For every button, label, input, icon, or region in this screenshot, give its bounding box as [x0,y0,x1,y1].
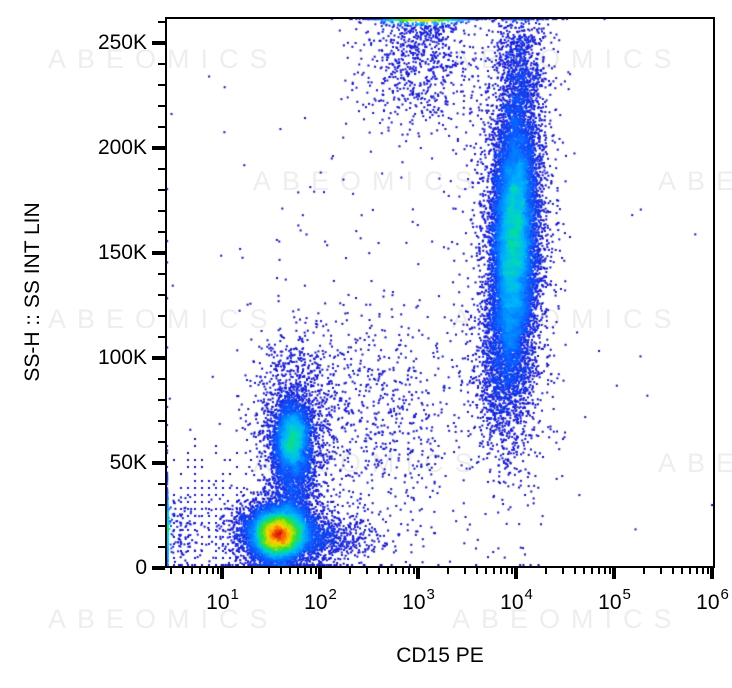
scatter-canvas [167,19,713,566]
y-axis-minor-tick [158,84,165,86]
x-axis-tick-label: 106 [696,586,729,614]
x-axis-minor-tick [603,568,606,574]
x-axis-major-tick [514,568,518,579]
x-axis-minor-tick [597,568,600,574]
x-axis-major-tick [710,568,714,579]
y-axis-minor-tick [158,63,165,65]
y-axis-minor-tick [158,210,165,212]
y-axis-tick-label: 50K [109,451,147,474]
x-axis-tick-label: 101 [206,586,239,614]
x-axis-tick-label: 103 [402,586,435,614]
x-axis-minor-tick [485,568,488,574]
y-axis-minor-tick [158,336,165,338]
y-axis-minor-tick [158,378,165,380]
y-axis-major-tick [152,251,165,255]
y-axis-minor-tick [158,525,165,527]
x-axis-minor-tick [250,568,253,574]
y-axis-minor-tick [158,483,165,485]
x-axis-minor-tick [659,568,662,574]
y-axis-title: SS-H :: SS INT LIN [21,202,44,382]
y-axis-minor-tick [158,546,165,548]
x-axis-minor-tick [395,568,398,574]
x-axis-minor-tick [544,568,547,574]
x-axis-minor-tick [169,568,172,574]
x-axis-minor-tick [672,568,674,574]
x-axis-minor-tick [365,568,368,574]
x-axis-minor-tick [297,568,300,574]
y-axis-minor-tick [158,21,165,23]
x-axis-minor-tick [378,568,380,574]
x-axis-minor-tick [205,568,208,574]
x-axis-minor-tick [463,568,466,574]
y-axis-tick-label: 150K [97,241,147,264]
x-axis-minor-tick [407,568,410,574]
x-axis-minor-tick [199,568,202,574]
x-axis-minor-tick [401,568,404,574]
x-axis-minor-tick [642,568,645,574]
y-axis-tick-label: 250K [97,31,147,54]
x-axis-tick-label: 104 [500,586,533,614]
y-axis-minor-tick [158,399,165,401]
x-axis-tick-label: 105 [598,586,631,614]
x-axis-minor-tick [303,568,306,574]
y-axis-minor-tick [158,126,165,128]
watermark-text: ABEOMICS [452,604,683,634]
x-axis-major-tick [416,568,420,579]
x-axis-minor-tick [689,568,692,574]
x-axis-tick-label: 102 [304,586,337,614]
x-axis-minor-tick [348,568,351,574]
x-axis-minor-tick [216,568,219,574]
y-axis-major-tick [152,356,165,360]
y-axis-tick-label: 0 [135,556,147,579]
x-axis-minor-tick [191,568,194,574]
x-axis-minor-tick [701,568,704,574]
x-axis-minor-tick [695,568,698,574]
x-axis-minor-tick [267,568,270,574]
x-axis-minor-tick [706,568,709,574]
x-axis-minor-tick [499,568,502,574]
y-axis-minor-tick [158,441,165,443]
watermark-text: ABEOMICS [48,604,279,634]
y-axis-minor-tick [158,504,165,506]
x-axis-major-tick [318,568,322,579]
x-axis-minor-tick [412,568,415,574]
x-axis-minor-tick [561,568,564,574]
y-axis-minor-tick [158,231,165,233]
x-axis-minor-tick [387,568,390,574]
y-axis-minor-tick [158,168,165,170]
x-axis-minor-tick [493,568,496,574]
x-axis-title: CD15 PE [396,644,484,667]
x-axis-minor-tick [476,568,478,574]
y-axis-major-tick [152,566,165,570]
x-axis-minor-tick [289,568,292,574]
y-axis-tick-label: 100K [97,346,147,369]
x-axis-minor-tick [591,568,594,574]
x-axis-minor-tick [446,568,449,574]
x-axis-major-tick [612,568,616,579]
y-axis-tick-label: 200K [97,136,147,159]
y-axis-minor-tick [158,189,165,191]
y-axis-minor-tick [158,105,165,107]
x-axis-minor-tick [510,568,513,574]
x-axis-minor-tick [182,568,184,574]
x-axis-major-tick [220,568,224,579]
y-axis-major-tick [152,146,165,150]
x-axis-minor-tick [505,568,508,574]
plot-frame [165,17,715,568]
x-axis-minor-tick [608,568,611,574]
y-axis-minor-tick [158,315,165,317]
x-axis-minor-tick [314,568,317,574]
y-axis-major-tick [152,41,165,45]
x-axis-minor-tick [583,568,586,574]
x-axis-minor-tick [280,568,282,574]
y-axis-minor-tick [158,294,165,296]
x-axis-minor-tick [574,568,576,574]
x-axis-minor-tick [681,568,684,574]
x-axis-minor-tick [309,568,312,574]
y-axis-major-tick [152,461,165,465]
y-axis-minor-tick [158,273,165,275]
y-axis-minor-tick [158,420,165,422]
x-axis-minor-tick [211,568,214,574]
